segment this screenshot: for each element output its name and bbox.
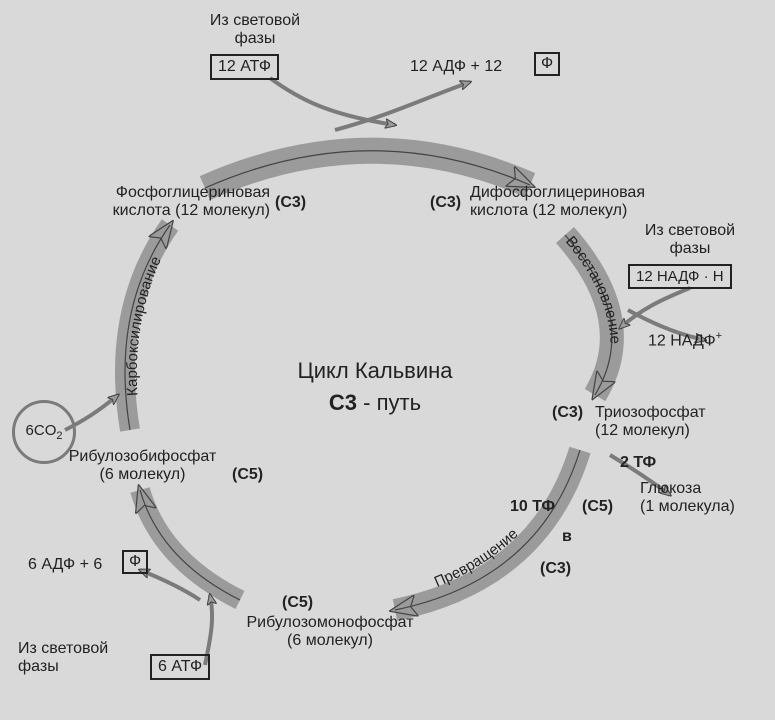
adp6-label: 6 АДФ + 6 — [28, 556, 102, 574]
tf10-label: 10 ТФ — [510, 498, 555, 516]
pga-c3: (C3) — [275, 194, 306, 212]
nadph12-box: 12 НАДФ · Н — [628, 264, 732, 289]
p-box-1: Ф — [534, 52, 560, 76]
triose-label: Триозофосфат(12 молекул) — [595, 404, 745, 441]
from-light-bottom: Из световойфазы — [18, 640, 138, 677]
glucose-label: Глюкоза(1 молекула) — [640, 480, 760, 517]
from-light-top-left: Из световойфазы — [190, 12, 320, 49]
adp12-label: 12 АДФ + 12 — [410, 58, 502, 76]
rubp-label: Рибулозобифосфат(6 молекул) — [55, 448, 230, 485]
tf2-label: 2 ТФ — [620, 454, 656, 472]
rump-label: Рибулозомонофосфат(6 молекул) — [220, 614, 440, 651]
atp12-box: 12 АТФ — [210, 54, 279, 80]
v-mid-label: в — [562, 528, 572, 546]
triose-c3: (C3) — [552, 404, 583, 422]
dpga-label: Дифосфоглицериноваякислота (12 молекул) — [470, 184, 700, 221]
arc-bottom-left — [140, 490, 240, 600]
from-light-right: Из световойфазы — [630, 222, 750, 259]
p-box-2: Ф — [122, 550, 148, 574]
pga-label: Фосфоглицериноваякислота (12 молекул) — [50, 184, 270, 221]
arc-bottom-right — [395, 450, 580, 610]
title-line2: C3 - путь — [260, 390, 490, 415]
phase-reduction: Восстановление — [562, 233, 624, 344]
adp12-out-arrow — [335, 82, 470, 130]
rubp-c5: (C5) — [232, 466, 263, 484]
rump-c5: (C5) — [282, 594, 313, 612]
phase-carboxylation: Карбоксилирование — [124, 254, 165, 396]
c5-mid-label: (C5) — [582, 498, 613, 516]
dpga-c3: (C3) — [430, 194, 461, 212]
c3-mid-label: (C3) — [540, 560, 571, 578]
atp6-box: 6 АТФ — [150, 654, 210, 680]
nadp12-label: 12 НАДФ+ — [648, 330, 722, 351]
title-line1: Цикл Кальвина — [260, 358, 490, 383]
